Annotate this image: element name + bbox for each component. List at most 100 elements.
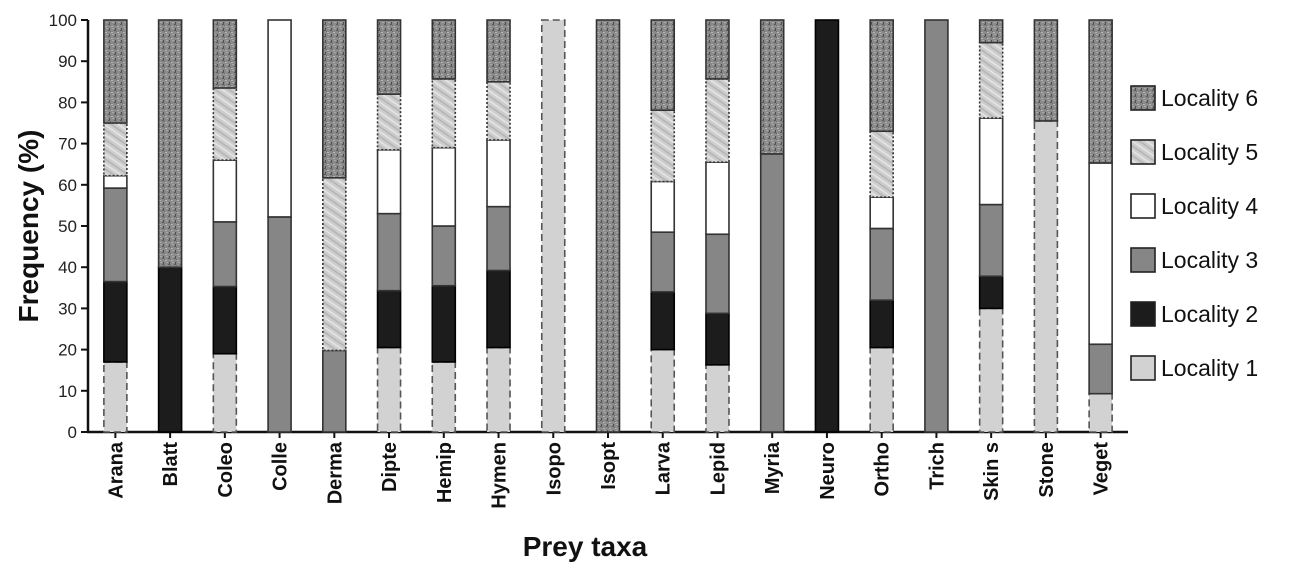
bar-segment-dipte-locality-4 xyxy=(376,148,402,215)
legend-label-locality-5: Locality 5 xyxy=(1161,139,1258,165)
x-tick-label: Isopt xyxy=(598,442,620,490)
x-tick-label: Larva xyxy=(653,441,675,495)
bar-segment-ortho-locality-2 xyxy=(869,299,894,349)
y-tick-label: 30 xyxy=(58,299,77,318)
bar-segment-veget-locality-1 xyxy=(1088,392,1113,433)
x-tick-label: Lepid xyxy=(707,442,729,495)
bar-segment-coleo-locality-4 xyxy=(212,159,238,223)
x-axis-title: Prey taxa xyxy=(523,531,648,562)
bar-segment-larva-locality-3 xyxy=(650,231,676,293)
x-tick-label: Hymen xyxy=(489,442,511,509)
y-tick-label: 90 xyxy=(58,52,77,71)
y-tick-label: 60 xyxy=(58,176,77,195)
bar-segment-derma-locality-6 xyxy=(322,19,347,179)
bar-segment-larva-locality-1 xyxy=(650,348,676,433)
bar-segment-larva-locality-5 xyxy=(650,109,676,183)
bar-segment-hemip-locality-4 xyxy=(431,146,457,227)
bar-segment-hymen-locality-2 xyxy=(486,269,511,349)
legend-swatch-locality-5 xyxy=(1130,139,1156,165)
bar-segment-hymen-locality-4 xyxy=(486,139,511,208)
x-tick-label: Arana xyxy=(105,441,127,499)
bar-segment-larva-locality-4 xyxy=(650,180,676,233)
bars xyxy=(103,19,1113,433)
bar-segment-coleo-locality-1 xyxy=(212,352,238,433)
bar-segment-ortho-locality-5 xyxy=(869,130,894,198)
bar-segment-stone-locality-6 xyxy=(1033,19,1059,122)
x-tick-label: Blatt xyxy=(160,442,182,487)
bar-segment-larva-locality-6 xyxy=(650,19,676,112)
bar-segment-hemip-locality-6 xyxy=(431,19,457,80)
legend-label-locality-3: Locality 3 xyxy=(1161,247,1258,273)
bar-segment-veget-locality-3 xyxy=(1088,343,1113,395)
bar-segment-hymen-locality-6 xyxy=(486,19,511,83)
bar-segment-skin-s-locality-1 xyxy=(978,307,1004,433)
bar-segment-colle-locality-3 xyxy=(267,216,292,433)
bar-segment-arana-locality-3 xyxy=(103,187,128,283)
bar-segment-ortho-locality-1 xyxy=(869,346,894,433)
legend-label-locality-2: Locality 2 xyxy=(1161,301,1258,327)
y-tick-label: 80 xyxy=(58,93,77,112)
x-tick-label: Neuro xyxy=(817,442,839,500)
x-tick-label: Skin s xyxy=(981,442,1003,501)
bar-segment-myria-locality-6 xyxy=(759,19,785,155)
legend-swatch-locality-2 xyxy=(1130,301,1156,327)
bar-segment-coleo-locality-3 xyxy=(212,221,238,288)
bar-segment-lepid-locality-3 xyxy=(705,233,730,315)
bar-segment-skin-s-locality-2 xyxy=(978,275,1004,310)
legend-swatch-locality-4 xyxy=(1130,193,1156,219)
bar-segment-arana-locality-6 xyxy=(103,19,128,124)
bar-segment-stone-locality-1 xyxy=(1033,120,1059,433)
x-tick-label: Dipte xyxy=(379,442,401,492)
x-tick-label: Derma xyxy=(324,441,346,504)
bar-segment-coleo-locality-6 xyxy=(212,19,238,89)
bar-segment-isopt-locality-6 xyxy=(595,19,621,433)
legend-label-locality-4: Locality 4 xyxy=(1161,193,1258,219)
bar-segment-arana-locality-2 xyxy=(103,280,128,363)
bar-segment-ortho-locality-6 xyxy=(869,19,894,133)
bar-segment-blatt-locality-6 xyxy=(157,19,183,268)
bar-segment-skin-s-locality-5 xyxy=(978,41,1004,119)
x-tick-label: Ortho xyxy=(872,442,894,496)
bar-segment-colle-locality-4 xyxy=(267,19,292,218)
legend: Locality 6 Locality 5 Locality 4 Locality 3… xyxy=(1130,85,1258,381)
bar-segment-dipte-locality-3 xyxy=(376,212,402,292)
bar-segment-lepid-locality-2 xyxy=(705,312,730,366)
bar-segment-derma-locality-5 xyxy=(322,176,347,352)
bar-segment-derma-locality-3 xyxy=(322,349,347,433)
bar-segment-arana-locality-4 xyxy=(103,174,128,189)
y-tick-label: 20 xyxy=(58,341,77,360)
bar-segment-arana-locality-1 xyxy=(103,361,128,433)
x-tick-label: Hemip xyxy=(434,442,456,503)
bar-segment-coleo-locality-5 xyxy=(212,87,238,161)
bar-segment-neuro-locality-2 xyxy=(814,19,840,433)
legend-label-locality-1: Locality 1 xyxy=(1161,355,1258,381)
y-tick-label: 10 xyxy=(58,382,77,401)
y-axis-title: Frequency (%) xyxy=(13,130,44,323)
bar-segment-hymen-locality-1 xyxy=(486,346,511,433)
x-tick-label: Trich xyxy=(926,442,948,490)
bar-segment-dipte-locality-6 xyxy=(376,19,402,95)
bar-segment-veget-locality-4 xyxy=(1088,162,1113,346)
y-tick-label: 50 xyxy=(58,217,77,236)
bar-segment-trich-locality-3 xyxy=(924,19,949,433)
bar-segment-lepid-locality-6 xyxy=(705,19,730,80)
legend-swatch-locality-3 xyxy=(1130,247,1156,273)
bar-segment-dipte-locality-5 xyxy=(376,93,402,151)
bar-segment-coleo-locality-2 xyxy=(212,285,238,355)
x-tick-label: Coleo xyxy=(215,442,237,498)
bar-segment-skin-s-locality-3 xyxy=(978,203,1004,278)
bar-segment-isopo-locality-1 xyxy=(540,19,566,433)
x-tick-label: Myria xyxy=(762,441,784,494)
axes: 0 10 20 30 40 50 60 70 80 90 100 Arana Blatt Coleo Col… xyxy=(49,11,1128,509)
bar-segment-skin-s-locality-4 xyxy=(978,117,1004,206)
legend-label-locality-6: Locality 6 xyxy=(1161,85,1258,111)
y-tick-label: 70 xyxy=(58,135,77,154)
y-tick-label: 40 xyxy=(58,258,77,277)
bar-segment-dipte-locality-1 xyxy=(376,346,402,433)
x-tick-label: Veget xyxy=(1091,442,1113,496)
bar-segment-larva-locality-2 xyxy=(650,291,676,351)
bar-segment-hemip-locality-1 xyxy=(431,361,457,433)
bar-segment-ortho-locality-4 xyxy=(869,196,894,230)
x-tick-label: Stone xyxy=(1036,442,1058,498)
